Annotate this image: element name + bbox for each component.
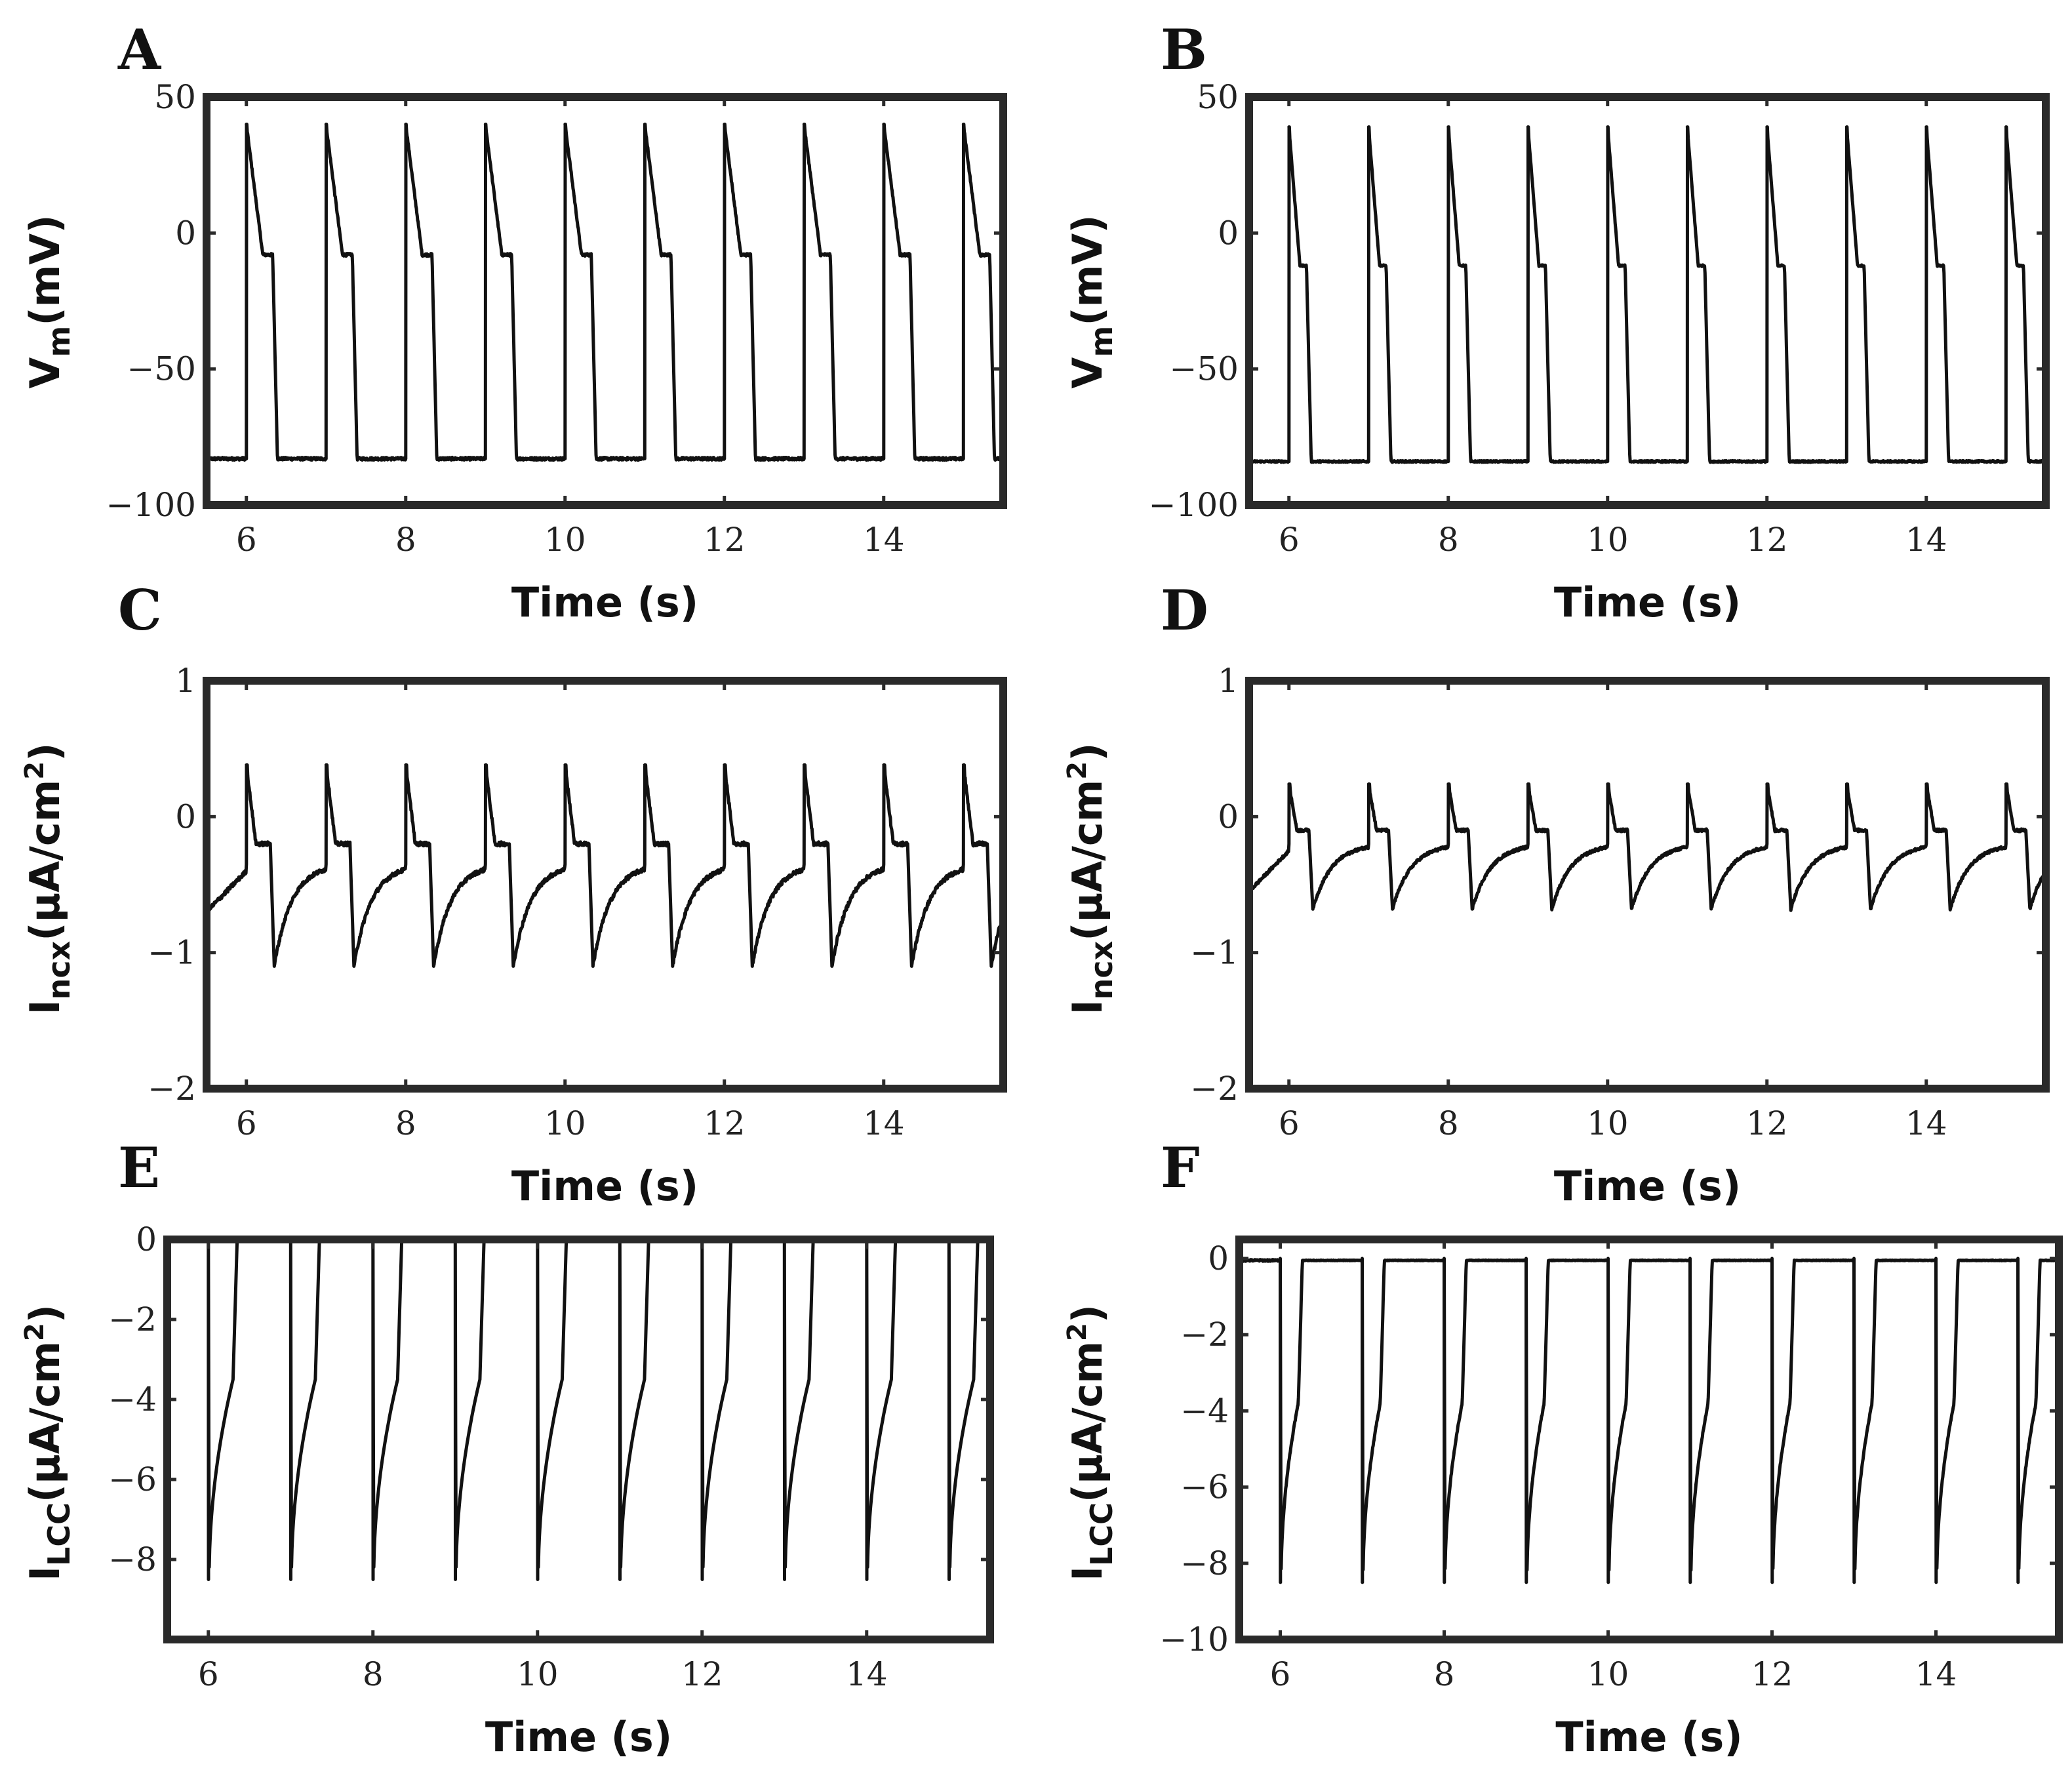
x-tick-label-a-12: 12 [704,521,746,559]
y-axis-label-d: Incx(μA/cm2) [1062,743,1119,1015]
plot-frame-f [1235,1236,2063,1643]
x-tick-label-a-10: 10 [544,521,586,559]
y-tick-label-e-2: −4 [108,1380,157,1418]
x-axis-label-e: Time (s) [485,1713,672,1761]
x-tick-label-b-10: 10 [1587,521,1629,559]
y-tick-label-b-1: 0 [1218,214,1239,252]
y-tick-label-d-3: −2 [1190,1070,1239,1108]
y-tick-label-c-2: −1 [148,934,196,972]
x-tick-label-f-12: 12 [1751,1655,1793,1693]
y-tick-label-c-1: 0 [175,797,196,835]
y-axis-label-b: Vm(mV) [1064,214,1119,388]
x-tick-label-b-14: 14 [1905,521,1947,559]
x-tick-label-b-6: 6 [1279,521,1300,559]
y-tick-label-e-3: −6 [108,1460,157,1498]
x-axis-label-d: Time (s) [1554,1162,1741,1210]
y-axis-label-e: ILCC(μA/cm2) [20,1304,77,1581]
panel-letter-e: E [118,1135,160,1200]
x-tick-label-b-8: 8 [1438,521,1459,559]
y-tick-label-f-4: −8 [1180,1544,1229,1582]
panel-letter-c: C [118,578,162,643]
x-tick-label-d-14: 14 [1905,1104,1947,1142]
y-tick-label-a-3: −100 [106,486,196,524]
panel-f: F 6 8 10 12 14 0 −2 −4 −6 −8 −10 Time (s) ILCC(μA/cm2… [1062,1135,2063,1761]
y-tick-label-a-2: −50 [127,350,196,388]
x-tick-label-e-8: 8 [363,1655,384,1693]
x-axis-label-c: Time (s) [511,1162,698,1210]
y-tick-label-a-0: 50 [154,78,196,116]
trace-a [207,123,1003,462]
x-tick-label-c-6: 6 [236,1104,257,1142]
x-tick-label-f-6: 6 [1270,1655,1291,1693]
y-tick-label-f-2: −4 [1180,1392,1229,1430]
panel-letter-a: A [117,17,162,82]
x-tick-label-a-8: 8 [395,521,416,559]
x-axis-label-f: Time (s) [1555,1713,1742,1761]
x-tick-label-d-6: 6 [1279,1104,1300,1142]
y-tick-label-c-0: 1 [175,662,196,700]
x-axis-label-b: Time (s) [1554,578,1741,626]
x-tick-label-e-14: 14 [846,1655,888,1693]
x-tick-label-c-8: 8 [395,1104,416,1142]
x-tick-label-f-8: 8 [1434,1655,1455,1693]
x-tick-label-e-12: 12 [681,1655,723,1693]
x-tick-label-a-14: 14 [863,521,905,559]
trace-b [1249,125,2046,464]
y-axis-label-f: ILCC(μA/cm2) [1062,1304,1119,1581]
x-tick-label-d-10: 10 [1587,1104,1629,1142]
trace-d [1249,782,2046,912]
y-tick-label-c-3: −2 [148,1070,196,1108]
y-tick-label-f-3: −6 [1180,1468,1229,1506]
panel-b: B 6 8 10 12 14 50 0 −50 −100 Time (s) Vm(mV) [1064,17,2050,626]
trace-c [207,763,1003,968]
y-tick-label-f-5: −10 [1159,1620,1229,1659]
x-tick-label-c-14: 14 [863,1104,905,1142]
x-tick-label-e-10: 10 [517,1655,559,1693]
trace-f [1239,1257,2059,1584]
x-tick-label-a-6: 6 [236,521,257,559]
panel-e: E 6 8 10 12 14 0 −2 −4 −6 −8 Time (s) ILCC(μA/cm2) [20,1135,994,1761]
x-tick-label-c-12: 12 [704,1104,746,1142]
x-tick-label-c-10: 10 [544,1104,586,1142]
y-axis-label-a: Vm(mV) [21,214,77,388]
y-tick-label-e-4: −8 [108,1540,157,1579]
x-tick-label-d-12: 12 [1746,1104,1788,1142]
plot-frame-d [1245,677,2050,1093]
panel-letter-f: F [1161,1135,1200,1200]
plot-frame-a [203,93,1007,509]
y-tick-label-b-0: 50 [1197,78,1239,116]
x-axis-label-a: Time (s) [511,578,698,626]
panel-letter-b: B [1161,17,1207,82]
y-tick-label-d-1: 0 [1218,797,1239,835]
plot-frame-e [163,1236,994,1643]
plot-frame-b [1245,93,2050,509]
y-axis-label-c: Incx(μA/cm2) [20,743,77,1015]
y-tick-label-e-0: 0 [136,1220,157,1258]
trace-e [167,1239,990,1581]
x-tick-label-f-10: 10 [1587,1655,1629,1693]
plot-frame-c [203,677,1007,1093]
y-tick-label-d-0: 1 [1218,662,1239,700]
x-tick-label-f-14: 14 [1915,1655,1957,1693]
panel-a: A 6 8 10 12 14 50 0 −50 −100 Time (s) Vm(mV) [21,17,1007,626]
y-tick-label-b-2: −50 [1169,350,1239,388]
y-tick-label-f-1: −2 [1180,1316,1229,1354]
x-tick-label-b-12: 12 [1746,521,1788,559]
panel-letter-d: D [1161,578,1208,643]
x-tick-label-d-8: 8 [1438,1104,1459,1142]
y-tick-label-a-1: 0 [175,214,196,252]
y-tick-label-b-3: −100 [1149,486,1239,524]
y-tick-label-d-2: −1 [1190,934,1239,972]
x-tick-label-e-6: 6 [198,1655,219,1693]
y-tick-label-e-1: −2 [108,1300,157,1338]
y-tick-label-f-0: 0 [1208,1239,1229,1277]
